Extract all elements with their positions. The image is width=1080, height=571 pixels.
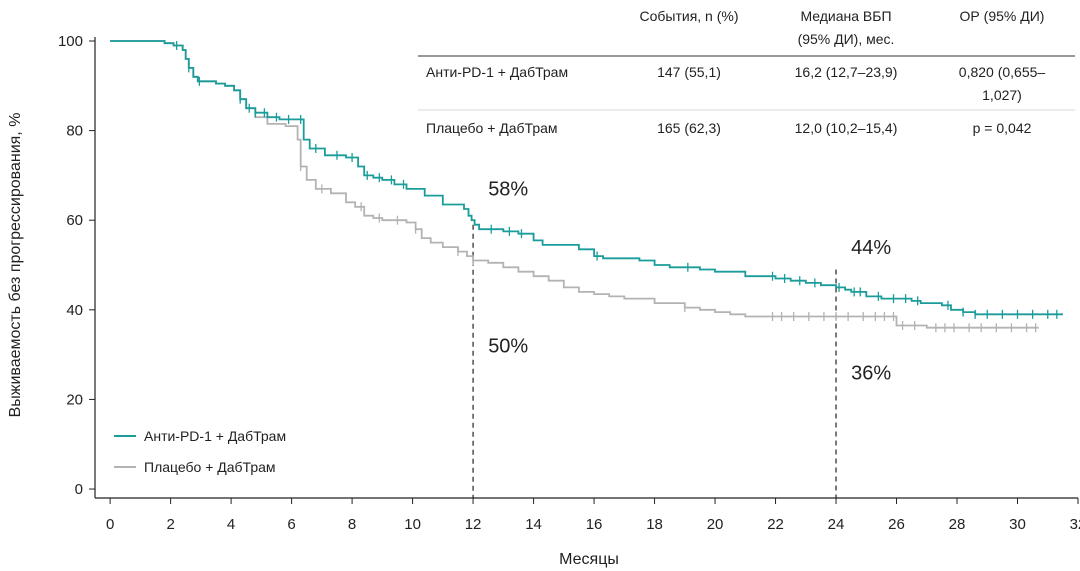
table-row-anti-label: Анти-PD-1 + ДабТрам	[426, 64, 568, 80]
table-row-anti-hr-line1: 0,820 (0,655–	[959, 64, 1046, 80]
x-axis-title: Месяцы	[559, 551, 619, 568]
x-tick-label: 16	[586, 516, 603, 533]
x-tick-label: 6	[287, 516, 295, 533]
table-row-anti-hr-line2: 1,027)	[982, 87, 1022, 103]
x-tick-label: 32	[1070, 516, 1080, 533]
x-tick-label: 22	[767, 516, 784, 533]
y-axis-title: Выживаемость без прогрессирования, %	[7, 113, 24, 418]
table-header-hr: ОР (95% ДИ)	[960, 8, 1045, 24]
y-tick-label: 80	[66, 123, 83, 140]
table-row-placebo-hr: p = 0,042	[973, 120, 1032, 136]
annotation-placebo-24mo: 36%	[851, 362, 891, 384]
x-tick-label: 26	[888, 516, 905, 533]
annotation-placebo-12mo: 50%	[488, 335, 528, 357]
legend-label-anti: Анти-PD-1 + ДабТрам	[144, 428, 286, 444]
series-line-anti	[110, 40, 1063, 316]
y-tick-label: 0	[75, 481, 83, 498]
table-row-placebo-median: 12,0 (10,2–15,4)	[795, 120, 898, 136]
x-tick-label: 2	[166, 516, 174, 533]
annotation-anti-24mo: 44%	[851, 237, 891, 259]
summary-table: События, n (%) Медиана ВБП (95% ДИ), мес…	[418, 8, 1075, 136]
table-row-placebo-label: Плацебо + ДабТрам	[426, 120, 558, 136]
x-tick-label: 24	[828, 516, 845, 533]
x-tick-label: 20	[707, 516, 724, 533]
x-tick-label: 4	[227, 516, 235, 533]
legend: Анти-PD-1 + ДабТрам Плацебо + ДабТрам	[114, 428, 286, 475]
x-tick-label: 30	[1009, 516, 1026, 533]
table-header-median-line1: Медиана ВБП	[800, 8, 891, 24]
x-tick-label: 14	[525, 516, 542, 533]
x-tick-label: 12	[465, 516, 482, 533]
annotation-anti-12mo: 58%	[488, 179, 528, 201]
legend-label-placebo: Плацебо + ДабТрам	[144, 459, 276, 475]
x-tick-label: 10	[404, 516, 421, 533]
table-row-anti-median: 16,2 (12,7–23,9)	[795, 64, 898, 80]
table-row-placebo-events: 165 (62,3)	[657, 120, 721, 136]
x-tick-label: 18	[646, 516, 663, 533]
x-tick-label: 8	[348, 516, 356, 533]
x-tick-label: 0	[106, 516, 114, 533]
annotations-layer: 58% 50% 44% 36%	[488, 179, 891, 385]
y-tick-label: 100	[58, 33, 83, 50]
y-tick-label: 40	[66, 302, 83, 319]
series-layer	[110, 40, 1063, 333]
reference-lines	[472, 224, 837, 498]
table-header-events: События, n (%)	[639, 8, 738, 24]
y-tick-label: 60	[66, 212, 83, 229]
y-tick-label: 20	[66, 391, 83, 408]
table-row-anti-events: 147 (55,1)	[657, 64, 721, 80]
series-line-placebo	[110, 40, 1039, 329]
x-tick-label: 28	[949, 516, 966, 533]
table-header-median-line2: (95% ДИ), мес.	[798, 31, 895, 47]
